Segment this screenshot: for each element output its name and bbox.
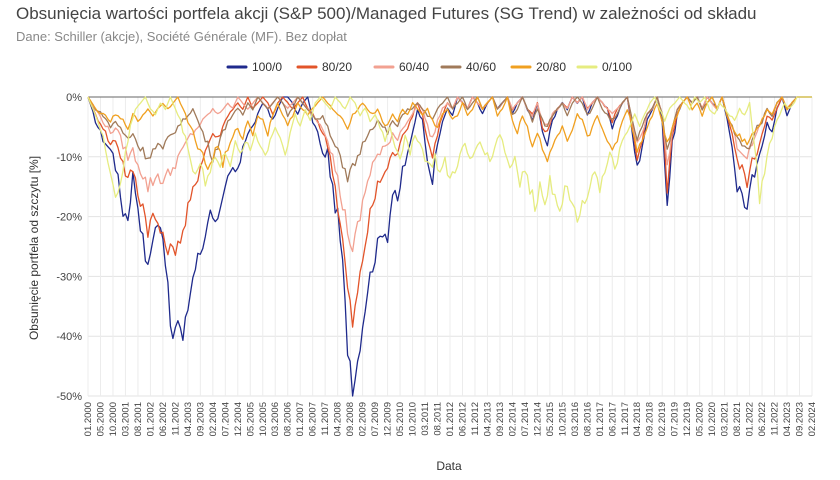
x-tick-label: 11.2002 xyxy=(170,402,181,436)
x-tick-label: 12.2009 xyxy=(383,402,394,436)
y-tick-label: -30% xyxy=(56,271,82,283)
y-axis-label: Obsunięcie portfela od szczytu [%] xyxy=(27,156,41,340)
legend: 100/0 80/20 60/40 40/60 20/80 0/100 xyxy=(226,60,632,74)
x-tick-label: 02.2019 xyxy=(657,402,668,436)
x-tick-label: 05.2015 xyxy=(545,402,556,436)
x-tick-label: 08.2011 xyxy=(433,402,444,436)
x-tick-label: 03.2001 xyxy=(120,402,131,436)
series-line-0-100 xyxy=(87,96,812,223)
x-tick-label: 07.2004 xyxy=(220,402,231,436)
x-tick-label: 04.2008 xyxy=(333,402,344,436)
y-tick-label: -20% xyxy=(56,212,82,224)
x-tick-label: 12.2014 xyxy=(532,402,543,436)
x-axis-label: Data xyxy=(436,459,462,473)
y-tick-label: 0% xyxy=(66,92,82,104)
x-tick-label: 12.2019 xyxy=(682,402,693,436)
series-line-40-60 xyxy=(87,96,812,183)
x-tick-label: 08.2001 xyxy=(133,402,144,436)
x-tick-label: 05.2010 xyxy=(395,402,406,436)
x-tick-label: 04.2018 xyxy=(632,402,643,436)
x-tick-label: 07.2014 xyxy=(520,402,531,436)
x-tick-label: 03.2016 xyxy=(570,402,581,436)
y-tick-label: -40% xyxy=(56,331,82,343)
x-tick-label: 02.2014 xyxy=(507,402,518,436)
x-tick-label: 06.2012 xyxy=(457,402,468,436)
x-tick-label: 10.2000 xyxy=(108,402,119,436)
chart-title: Obsunięcia wartości portfela akcji (S&P … xyxy=(16,4,757,23)
x-tick-label: 04.2013 xyxy=(482,402,493,436)
legend-label: 80/20 xyxy=(322,60,352,74)
series-lines xyxy=(87,96,812,397)
x-tick-label: 06.2017 xyxy=(607,402,618,436)
x-tick-label: 09.2018 xyxy=(645,402,656,436)
legend-label: 0/100 xyxy=(602,60,632,74)
x-tick-label: 10.2020 xyxy=(707,402,718,436)
x-tick-label: 01.2017 xyxy=(595,402,606,436)
x-tick-label: 02.2024 xyxy=(807,402,818,436)
x-tick-label: 09.2003 xyxy=(195,402,206,436)
x-tick-label: 09.2023 xyxy=(795,402,806,436)
grid xyxy=(87,96,813,397)
legend-label: 60/40 xyxy=(399,60,429,74)
chart-subtitle: Dane: Schiller (akcje), Société Générale… xyxy=(16,29,347,44)
x-axis: 01.2000 05.2000 10.2000 03.2001 08.2001 01.20… xyxy=(83,402,818,436)
x-tick-label: 06.2022 xyxy=(757,402,768,436)
legend-label: 100/0 xyxy=(252,60,282,74)
x-tick-label: 07.2019 xyxy=(670,402,681,436)
x-tick-label: 10.2010 xyxy=(408,402,419,436)
legend-label: 40/60 xyxy=(466,60,496,74)
x-tick-label: 02.2009 xyxy=(358,402,369,436)
x-tick-label: 09.2013 xyxy=(495,402,506,436)
x-tick-label: 11.2012 xyxy=(470,402,481,436)
y-axis: 0% -10% -20% -30% -40% -50% xyxy=(56,92,82,403)
x-tick-label: 11.2022 xyxy=(770,402,781,436)
x-tick-label: 05.2000 xyxy=(95,402,106,436)
y-tick-label: -10% xyxy=(56,152,82,164)
x-tick-label: 08.2016 xyxy=(582,402,593,436)
x-tick-label: 03.2021 xyxy=(720,402,731,436)
x-tick-label: 08.2021 xyxy=(732,402,743,436)
x-tick-label: 02.2004 xyxy=(208,402,219,436)
x-tick-label: 01.2007 xyxy=(295,402,306,436)
x-tick-label: 10.2005 xyxy=(258,402,269,436)
x-tick-label: 10.2015 xyxy=(557,402,568,436)
x-tick-label: 08.2006 xyxy=(283,402,294,436)
series-line-20-80 xyxy=(87,96,812,171)
y-tick-label: -50% xyxy=(56,391,82,403)
x-tick-label: 11.2007 xyxy=(320,402,331,436)
x-tick-label: 05.2005 xyxy=(245,402,256,436)
x-tick-label: 05.2020 xyxy=(695,402,706,436)
x-tick-label: 01.2022 xyxy=(745,402,756,436)
x-tick-label: 01.2000 xyxy=(83,402,94,436)
x-tick-label: 11.2017 xyxy=(620,402,631,436)
x-tick-label: 03.2011 xyxy=(420,402,431,436)
x-tick-label: 12.2004 xyxy=(233,402,244,436)
legend-label: 20/80 xyxy=(536,60,566,74)
x-tick-label: 04.2003 xyxy=(183,402,194,436)
x-tick-label: 04.2023 xyxy=(782,402,793,436)
x-tick-label: 01.2002 xyxy=(145,402,156,436)
x-tick-label: 03.2006 xyxy=(270,402,281,436)
x-tick-label: 01.2012 xyxy=(445,402,456,436)
x-tick-label: 06.2007 xyxy=(308,402,319,436)
x-tick-label: 09.2008 xyxy=(345,402,356,436)
x-tick-label: 06.2002 xyxy=(158,402,169,436)
x-tick-label: 07.2009 xyxy=(370,402,381,436)
